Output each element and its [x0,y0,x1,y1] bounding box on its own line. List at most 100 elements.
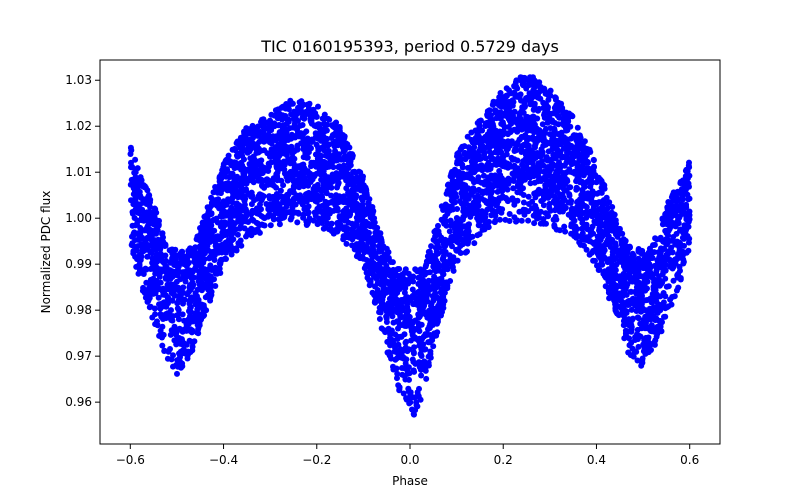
data-point [572,160,579,167]
data-point [353,214,360,221]
data-point [584,158,591,165]
data-point [201,312,208,319]
data-point [504,198,511,205]
data-point [407,391,414,398]
data-point [539,121,546,128]
data-point [511,156,518,163]
data-point [290,160,297,167]
data-point [332,152,339,159]
data-point [459,216,466,223]
data-point [454,159,461,166]
data-point [274,154,281,161]
data-point [604,204,611,211]
data-point [147,211,154,218]
data-point [651,339,658,346]
data-point [520,118,527,125]
data-point [387,331,394,338]
data-point [325,153,332,160]
data-point [674,272,681,279]
data-point [615,296,622,302]
data-point [227,208,233,215]
data-point [292,118,299,125]
data-point [486,136,493,143]
data-point [376,304,383,311]
data-point [432,256,439,263]
data-point [185,348,191,355]
data-point [146,192,153,199]
data-point [251,156,258,163]
data-point [326,163,333,170]
data-point [277,187,284,194]
data-point [229,170,236,177]
data-point [545,181,552,188]
data-point [571,169,578,176]
data-point [479,226,486,233]
data-point [614,275,621,282]
data-point [343,166,350,173]
data-point [290,185,297,192]
data-point [143,197,150,203]
data-point [456,233,463,240]
data-point [410,278,417,285]
data-point [450,254,457,261]
data-point [637,259,644,266]
data-point [664,211,671,217]
data-point [457,198,463,205]
data-point [589,188,596,195]
data-point [596,227,603,234]
data-point [543,109,550,116]
data-point [628,306,635,313]
data-point [258,176,265,183]
data-point [527,74,533,81]
data-point [162,263,169,270]
data-point [363,221,369,228]
data-point [162,286,169,293]
data-point [254,210,260,217]
data-point [190,267,197,274]
data-point [623,291,630,298]
data-point [635,343,642,350]
data-point [259,116,265,123]
data-point [234,231,241,238]
data-point [648,299,655,306]
data-point [570,206,577,213]
data-point [456,169,462,175]
data-point [621,317,628,323]
data-point [635,268,642,275]
data-point [281,161,288,168]
data-point [440,305,447,311]
data-point [418,292,425,299]
data-point [490,141,497,148]
data-point [596,266,603,273]
data-point [205,286,212,293]
data-point [282,105,288,111]
data-point [208,292,215,298]
data-point [334,220,341,226]
data-point [449,206,456,213]
data-point [579,188,586,195]
data-point [188,294,195,301]
data-point [562,125,569,132]
data-point [393,365,400,372]
data-point [243,180,250,187]
data-point [630,256,637,263]
data-point [417,350,424,357]
data-point [584,226,591,233]
data-point [514,197,521,204]
data-point [447,173,454,180]
data-point [556,179,563,186]
data-point [420,301,427,308]
data-point [401,289,408,296]
data-point [366,277,372,283]
data-point [464,133,471,140]
data-point [235,190,242,197]
data-point [184,355,191,362]
data-point [359,197,366,204]
data-point [280,150,287,157]
data-point [162,241,169,248]
data-point [654,327,660,334]
data-point [518,177,525,184]
data-point [520,199,527,206]
data-point [246,130,253,137]
data-point [468,174,475,181]
